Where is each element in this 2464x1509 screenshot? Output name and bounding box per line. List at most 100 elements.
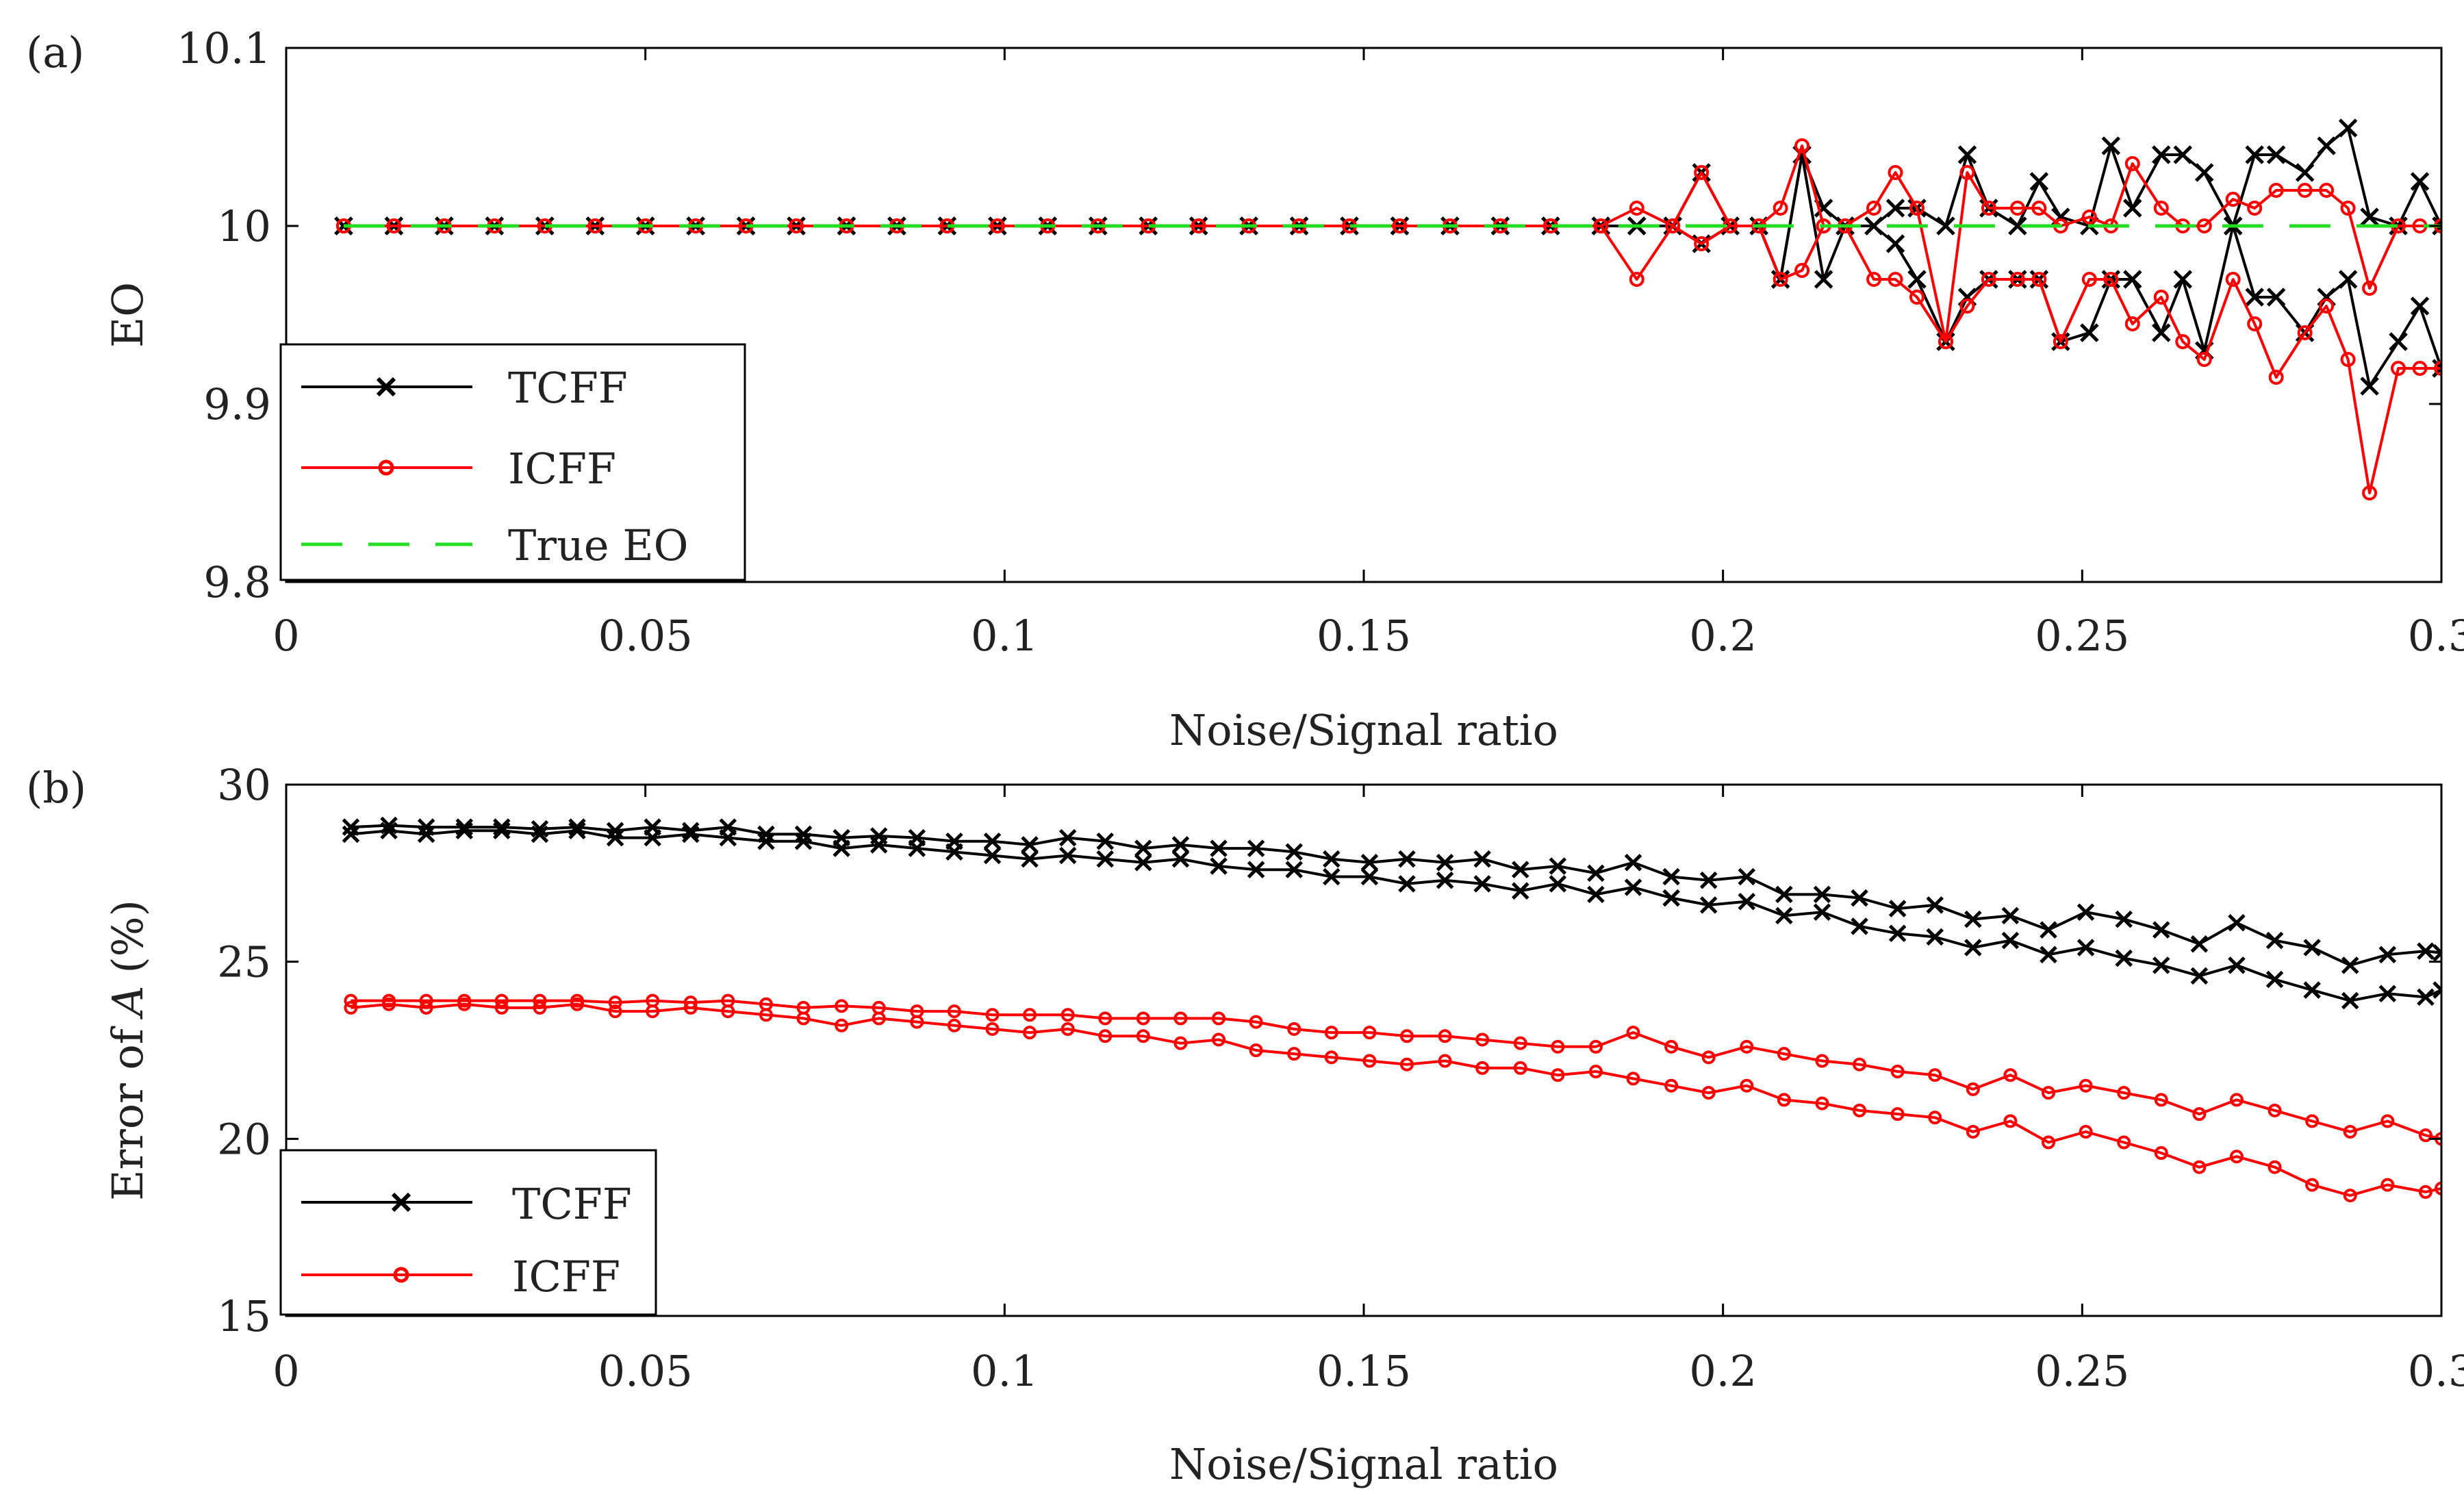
data-point-icff (1287, 1022, 1301, 1036)
data-point-tcff (1096, 850, 1115, 868)
data-point-tcff (2266, 145, 2286, 164)
panel-a-label: (a) (26, 27, 84, 77)
data-point-tcff (2190, 935, 2209, 953)
data-point-tcff (1699, 871, 1718, 889)
data-point-tcff (1907, 270, 1927, 289)
data-point-icff (2268, 1160, 2282, 1174)
data-point-tcff (1511, 861, 1529, 878)
data-point-tcff (2360, 207, 2379, 227)
data-point-tcff (2173, 145, 2193, 164)
data-point-tcff (1511, 882, 1529, 900)
data-point-icff (1866, 272, 1882, 287)
data-point-icff (2009, 201, 2025, 216)
panel-a-ylabel: EO (103, 282, 153, 348)
data-point-icff (759, 1008, 773, 1022)
data-point-icff (1513, 1036, 1527, 1050)
data-point-tcff (1210, 857, 1228, 875)
data-point-icff (1890, 1065, 1905, 1079)
x-tick-label: 0 (272, 1346, 299, 1396)
data-point-tcff (1851, 917, 1868, 935)
panel-b-ylabel: Error of A (%) (103, 900, 153, 1201)
data-point-icff (1694, 165, 1710, 180)
data-point-icff (1773, 201, 1788, 216)
x-tick-label: 0.25 (2035, 1346, 2129, 1396)
data-point-icff (1626, 1071, 1640, 1086)
data-point-icff (2154, 1093, 2168, 1107)
data-point-icff (2297, 183, 2313, 198)
panel-b-xlabel: Noise/Signal ratio (1169, 1439, 1558, 1489)
y-tick-label: 9.8 (203, 557, 271, 607)
series-line-icff (351, 999, 2441, 1141)
data-point-icff (419, 1000, 433, 1015)
data-point-icff (1023, 1008, 1037, 1022)
data-point-icff (1959, 299, 1975, 314)
data-point-tcff (380, 822, 398, 840)
x-tick-label: 0.3 (2408, 611, 2464, 661)
data-point-tcff (1624, 878, 1642, 896)
data-point-tcff (493, 822, 511, 840)
data-point-tcff (1814, 270, 1833, 289)
data-point-icff (1475, 1061, 1490, 1075)
data-point-tcff (2040, 946, 2057, 964)
data-point-icff (2154, 1146, 2168, 1161)
panel-b-ticks: 0 0.05 0.1 0.15 0.2 0.25 0.3 15 20 25 30 (217, 760, 2464, 1396)
data-point-icff (1023, 1026, 1037, 1040)
data-point-tcff (682, 825, 700, 844)
data-point-icff (2343, 1124, 2357, 1139)
data-point-icff (2418, 1184, 2433, 1199)
x-tick-label: 0.2 (1689, 1346, 1757, 1396)
data-point-icff (2319, 299, 2335, 314)
data-point-tcff (1058, 828, 1077, 847)
data-point-icff (1136, 1029, 1150, 1043)
panel-a-series (334, 118, 2441, 500)
data-point-tcff (1134, 854, 1152, 872)
data-point-tcff (794, 833, 813, 850)
data-point-tcff (2338, 118, 2358, 138)
data-point-icff (2153, 290, 2169, 305)
data-point-tcff (1436, 854, 1454, 872)
data-point-icff (2380, 1114, 2395, 1128)
data-point-icff (1438, 1029, 1452, 1043)
data-point-icff (1212, 1011, 1226, 1026)
data-point-tcff (2228, 913, 2246, 932)
data-point-icff (1701, 1050, 1716, 1065)
data-point-icff (2412, 361, 2428, 376)
data-point-tcff (568, 822, 586, 840)
data-point-tcff (417, 825, 435, 844)
data-point-icff (2153, 201, 2169, 216)
data-point-tcff (1096, 833, 1115, 850)
data-point-icff (2009, 272, 2025, 287)
y-tick-label: 25 (217, 937, 271, 987)
data-point-tcff (2076, 903, 2095, 922)
data-point-icff (2362, 485, 2378, 500)
data-point-icff (2117, 1086, 2131, 1100)
data-point-icff (2305, 1114, 2320, 1128)
data-point-icff (985, 1022, 1000, 1036)
data-point-icff (2319, 183, 2335, 198)
data-point-tcff (1549, 857, 1567, 875)
data-point-tcff (1888, 900, 1907, 917)
panel-b-series (342, 816, 2441, 1203)
data-point-icff (2124, 156, 2140, 171)
data-point-tcff (1323, 850, 1341, 868)
data-point-icff (1701, 1086, 1716, 1100)
data-point-tcff (2029, 172, 2049, 191)
panel-a-xlabel: Noise/Signal ratio (1169, 705, 1558, 755)
data-point-icff (1324, 1026, 1338, 1040)
data-point-tcff (1885, 199, 1905, 218)
data-point-tcff (983, 833, 1002, 850)
data-point-icff (457, 997, 472, 1011)
data-point-tcff (2433, 981, 2441, 999)
data-point-tcff (2317, 136, 2336, 155)
data-point-icff (1815, 1054, 1829, 1068)
data-point-tcff (719, 828, 737, 847)
data-point-icff (2081, 272, 2097, 287)
data-point-icff (1475, 1032, 1490, 1047)
data-point-icff (1981, 201, 1996, 216)
panel-a-legend: TCFF ICFF True EO (279, 343, 746, 581)
data-point-icff (835, 1018, 849, 1032)
data-point-icff (1249, 1043, 1263, 1057)
data-point-icff (1909, 290, 1925, 305)
data-point-icff (2031, 272, 2047, 287)
